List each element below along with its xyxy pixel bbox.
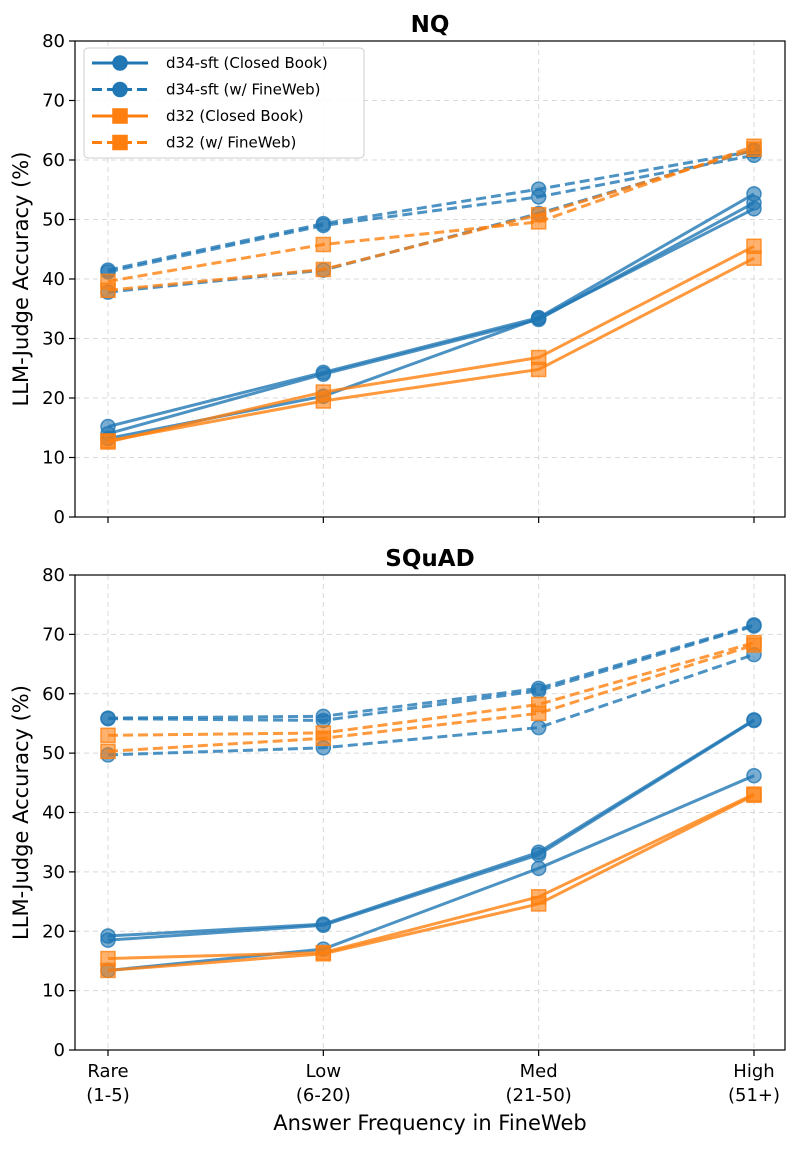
legend-marker xyxy=(112,134,128,151)
x-tick-range-label: (21-50) xyxy=(505,1085,571,1106)
data-point xyxy=(746,141,762,158)
y-tick-label: 60 xyxy=(42,684,65,705)
series-line xyxy=(107,192,755,429)
legend-label: d32 (Closed Book) xyxy=(166,107,304,125)
y-axis-label: LLM-Judge Accuracy (%) xyxy=(9,685,33,940)
series-line xyxy=(107,774,755,972)
data-point xyxy=(100,282,116,299)
series-line xyxy=(107,201,755,436)
data-point xyxy=(746,250,762,266)
data-point xyxy=(746,637,762,653)
y-tick-label: 0 xyxy=(54,1040,65,1061)
data-point xyxy=(530,361,547,378)
data-point xyxy=(746,712,762,729)
y-tick-label: 10 xyxy=(42,448,65,469)
data-point xyxy=(530,860,547,877)
data-point xyxy=(530,846,547,863)
series-line xyxy=(107,148,755,294)
y-tick-label: 60 xyxy=(42,150,65,171)
data-point xyxy=(530,683,547,699)
data-point xyxy=(746,618,762,634)
y-tick-label: 80 xyxy=(42,31,65,52)
y-tick-label: 0 xyxy=(54,507,65,528)
x-tick-label: Low xyxy=(306,1061,341,1082)
legend-label: d34-sft (Closed Book) xyxy=(166,54,328,72)
y-tick-label: 40 xyxy=(42,803,65,824)
y-tick-label: 30 xyxy=(42,862,65,883)
y-tick-label: 50 xyxy=(42,743,65,764)
x-tick-label: Med xyxy=(520,1061,558,1082)
data-point xyxy=(315,366,332,382)
data-point xyxy=(100,962,116,979)
legend-label: d32 (w/ FineWeb) xyxy=(166,134,296,152)
data-point xyxy=(530,719,547,736)
series-line xyxy=(107,623,755,720)
series-line xyxy=(107,624,755,722)
series-line xyxy=(107,144,755,283)
legend-marker xyxy=(112,108,128,124)
x-tick-range-label: (51+) xyxy=(728,1085,780,1106)
series-line xyxy=(107,793,755,972)
data-point xyxy=(100,727,116,744)
series-line xyxy=(107,641,755,737)
series-line xyxy=(107,256,755,443)
series-line xyxy=(107,147,755,292)
legend-label: d34-sft (w/ FineWeb) xyxy=(166,81,320,99)
data-point xyxy=(315,236,332,253)
y-tick-label: 20 xyxy=(42,921,65,942)
y-axis-label: LLM-Judge Accuracy (%) xyxy=(9,152,33,407)
data-point xyxy=(746,787,762,804)
x-tick-range-label: (6-20) xyxy=(296,1085,351,1106)
data-point xyxy=(100,743,116,760)
x-tick-label: High xyxy=(733,1061,774,1082)
series-line xyxy=(107,244,755,444)
data-point xyxy=(315,217,332,234)
x-axis-label: Answer Frequency in FineWeb xyxy=(273,1111,586,1135)
x-tick-range-label: (1-5) xyxy=(86,1085,129,1106)
y-tick-label: 50 xyxy=(42,210,65,231)
data-point xyxy=(315,261,332,278)
y-tick-label: 70 xyxy=(42,624,65,645)
series-line xyxy=(107,719,755,942)
chart-title: SQuAD xyxy=(385,546,474,572)
data-point xyxy=(530,310,547,327)
data-point xyxy=(746,201,762,217)
panel-squad: 0 10 20 30 40 50 60 70 80 SQuAD LLM-Judge Accuracy… xyxy=(9,546,786,1061)
legend-marker xyxy=(112,55,128,71)
data-point xyxy=(315,393,332,409)
x-tick-label: Rare xyxy=(87,1061,128,1082)
legend: d34-sft (Closed Book) d34-sft (w/ FineWeb… xyxy=(83,47,365,159)
data-point xyxy=(746,767,762,784)
data-point xyxy=(100,932,116,948)
data-point xyxy=(530,705,547,722)
series-line xyxy=(107,153,755,274)
panel-nq: 0 10 20 30 40 50 60 70 80 NQ LLM-Judge Accuracy (%… xyxy=(9,12,786,528)
legend-box xyxy=(83,47,365,159)
series-line xyxy=(107,653,755,757)
series-line xyxy=(107,792,755,961)
chart-title: NQ xyxy=(411,12,450,38)
legend-marker xyxy=(112,81,128,98)
y-tick-label: 40 xyxy=(42,269,65,290)
data-point xyxy=(100,710,116,727)
series-line xyxy=(107,643,755,753)
data-point xyxy=(100,433,116,449)
y-tick-label: 30 xyxy=(42,329,65,350)
data-point xyxy=(530,206,547,223)
series-line xyxy=(107,207,755,440)
series-line xyxy=(107,149,755,272)
y-tick-label: 70 xyxy=(42,91,65,112)
data-point xyxy=(315,946,332,962)
data-point xyxy=(315,917,332,934)
y-tick-label: 20 xyxy=(42,388,65,409)
y-tick-label: 80 xyxy=(42,565,65,586)
data-point xyxy=(315,730,332,747)
data-point xyxy=(530,896,547,912)
y-tick-label: 10 xyxy=(42,981,65,1002)
data-point xyxy=(530,189,547,205)
